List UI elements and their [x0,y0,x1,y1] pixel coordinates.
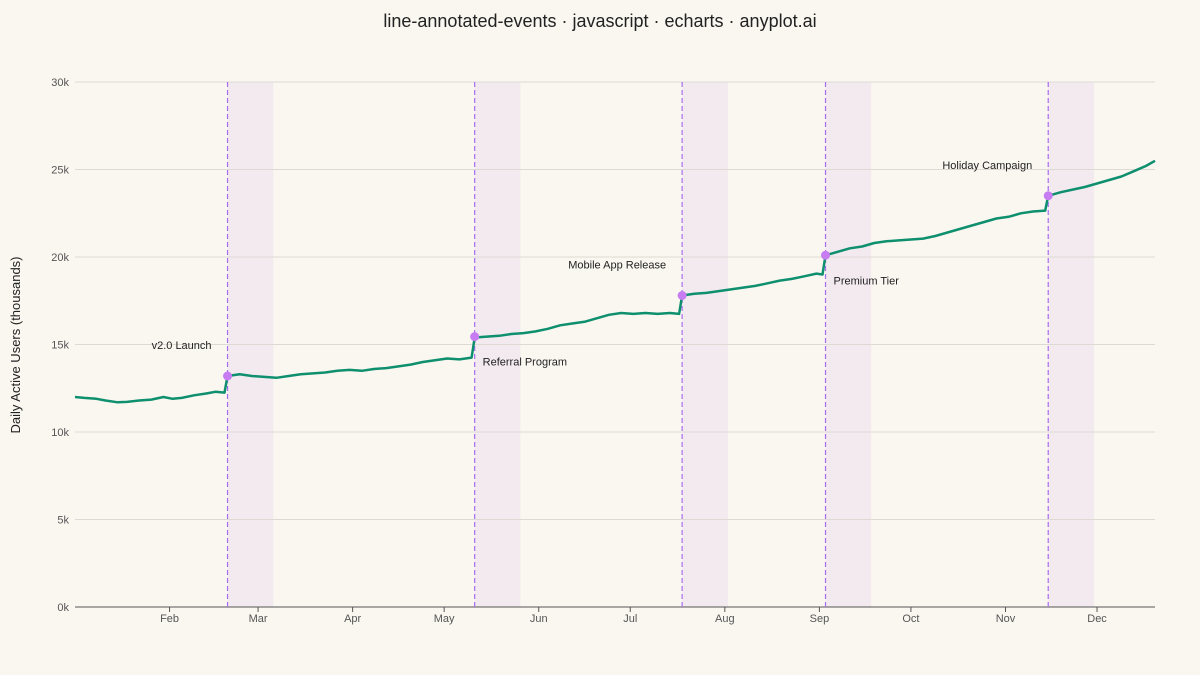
x-tick-label: Sep [810,613,830,625]
y-tick-label: 20k [51,252,69,264]
y-tick-label: 25k [51,165,69,177]
x-tick-label: Feb [160,613,179,625]
event-label: Mobile App Release [568,260,666,272]
x-tick-label: Nov [996,613,1016,625]
event-marker [470,332,480,342]
y-tick-label: 15k [51,340,69,352]
event-label: Premium Tier [834,275,900,287]
series-line [74,159,1156,404]
x-tick-label: Aug [715,613,735,625]
x-tick-label: May [434,613,455,625]
y-tick-label: 5k [57,515,69,527]
event-marker [1043,191,1053,201]
x-tick-label: Apr [344,613,361,625]
y-axis-label: Daily Active Users (thousands) [8,256,23,433]
x-tick-label: Jun [530,613,548,625]
event-label: v2.0 Launch [152,340,212,352]
y-tick-label: 0k [57,602,69,614]
y-tick-label: 10k [51,427,69,439]
x-tick-label: Dec [1087,613,1107,625]
event-marker [821,250,831,260]
event-marker [677,291,687,300]
x-tick-label: Oct [902,613,919,625]
chart-title: line-annotated-events · javascript · ech… [383,11,817,31]
y-tick-label: 30k [51,77,69,89]
event-label: Holiday Campaign [942,160,1032,172]
x-tick-label: Mar [249,613,268,625]
x-tick-label: Jul [623,613,637,625]
event-marker [223,371,233,381]
event-label: Referral Program [483,357,567,369]
